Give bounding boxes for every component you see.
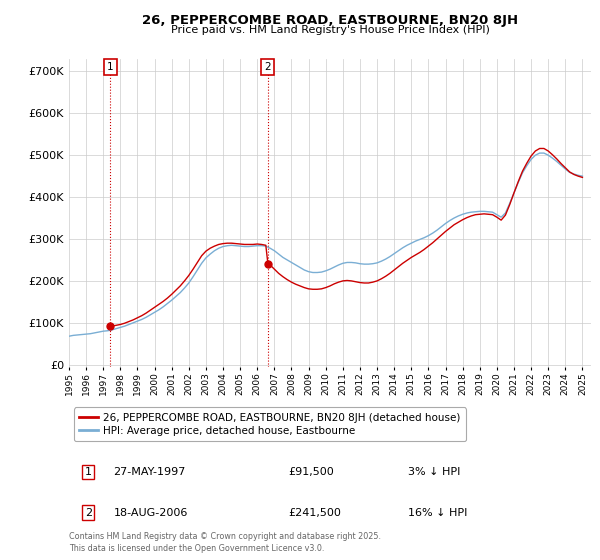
Text: 1: 1 [107,62,114,72]
Text: £241,500: £241,500 [288,508,341,518]
Text: Contains HM Land Registry data © Crown copyright and database right 2025.
This d: Contains HM Land Registry data © Crown c… [69,532,381,553]
Text: Price paid vs. HM Land Registry's House Price Index (HPI): Price paid vs. HM Land Registry's House … [170,25,490,35]
Legend: 26, PEPPERCOMBE ROAD, EASTBOURNE, BN20 8JH (detached house), HPI: Average price,: 26, PEPPERCOMBE ROAD, EASTBOURNE, BN20 8… [74,408,466,441]
Text: 26, PEPPERCOMBE ROAD, EASTBOURNE, BN20 8JH: 26, PEPPERCOMBE ROAD, EASTBOURNE, BN20 8… [142,14,518,27]
Text: 27-MAY-1997: 27-MAY-1997 [113,467,186,477]
Text: 3% ↓ HPI: 3% ↓ HPI [409,467,461,477]
Text: 1: 1 [85,467,92,477]
Text: £91,500: £91,500 [288,467,334,477]
Text: 2: 2 [85,508,92,518]
Text: 18-AUG-2006: 18-AUG-2006 [113,508,188,518]
Text: 2: 2 [265,62,271,72]
Text: 16% ↓ HPI: 16% ↓ HPI [409,508,467,518]
